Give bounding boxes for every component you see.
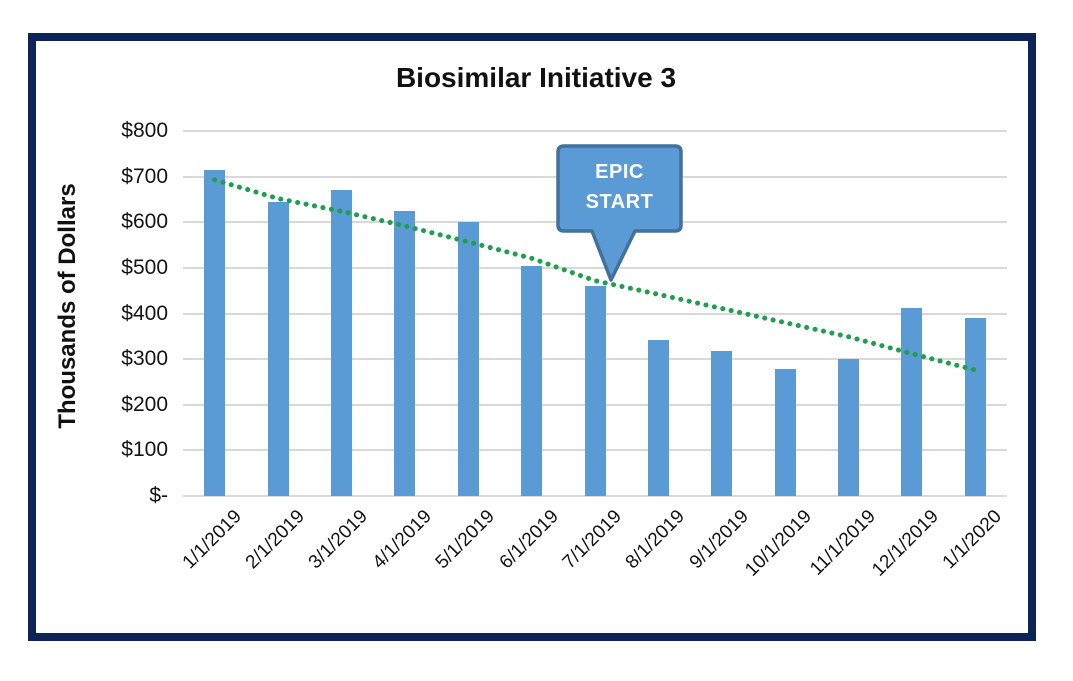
y-axis-tick-label: $100 bbox=[121, 438, 168, 462]
bar bbox=[647, 339, 669, 496]
gridline bbox=[183, 495, 1007, 497]
bar bbox=[584, 286, 606, 496]
bar bbox=[774, 368, 796, 496]
bar bbox=[457, 222, 479, 496]
bar bbox=[711, 351, 733, 496]
bar bbox=[521, 265, 543, 496]
bar bbox=[267, 201, 289, 496]
bar bbox=[204, 169, 226, 496]
bar bbox=[901, 308, 923, 496]
epic-start-callout: EPIC START bbox=[558, 157, 681, 217]
gridline bbox=[183, 266, 1007, 269]
chart-title: Biosimilar Initiative 3 bbox=[395, 62, 677, 93]
y-axis-tick-label: $800 bbox=[121, 119, 168, 142]
callout-line-2: START bbox=[585, 191, 654, 213]
bar bbox=[330, 190, 352, 496]
bar bbox=[838, 359, 860, 496]
gridline bbox=[183, 221, 1007, 224]
y-axis-tick-label: $700 bbox=[121, 164, 168, 188]
bar bbox=[964, 318, 986, 496]
y-axis-tick-label: $- bbox=[149, 484, 168, 507]
y-axis-tick-label: $500 bbox=[121, 255, 168, 279]
y-axis-tick-label: $300 bbox=[121, 347, 168, 371]
y-axis-tick-label: $200 bbox=[121, 392, 168, 416]
gridline bbox=[183, 130, 1007, 132]
y-axis-tick-label: $600 bbox=[121, 210, 168, 234]
bar bbox=[394, 210, 416, 496]
y-axis-tick-label: $400 bbox=[121, 301, 168, 325]
callout-line-1: EPIC bbox=[595, 161, 644, 183]
